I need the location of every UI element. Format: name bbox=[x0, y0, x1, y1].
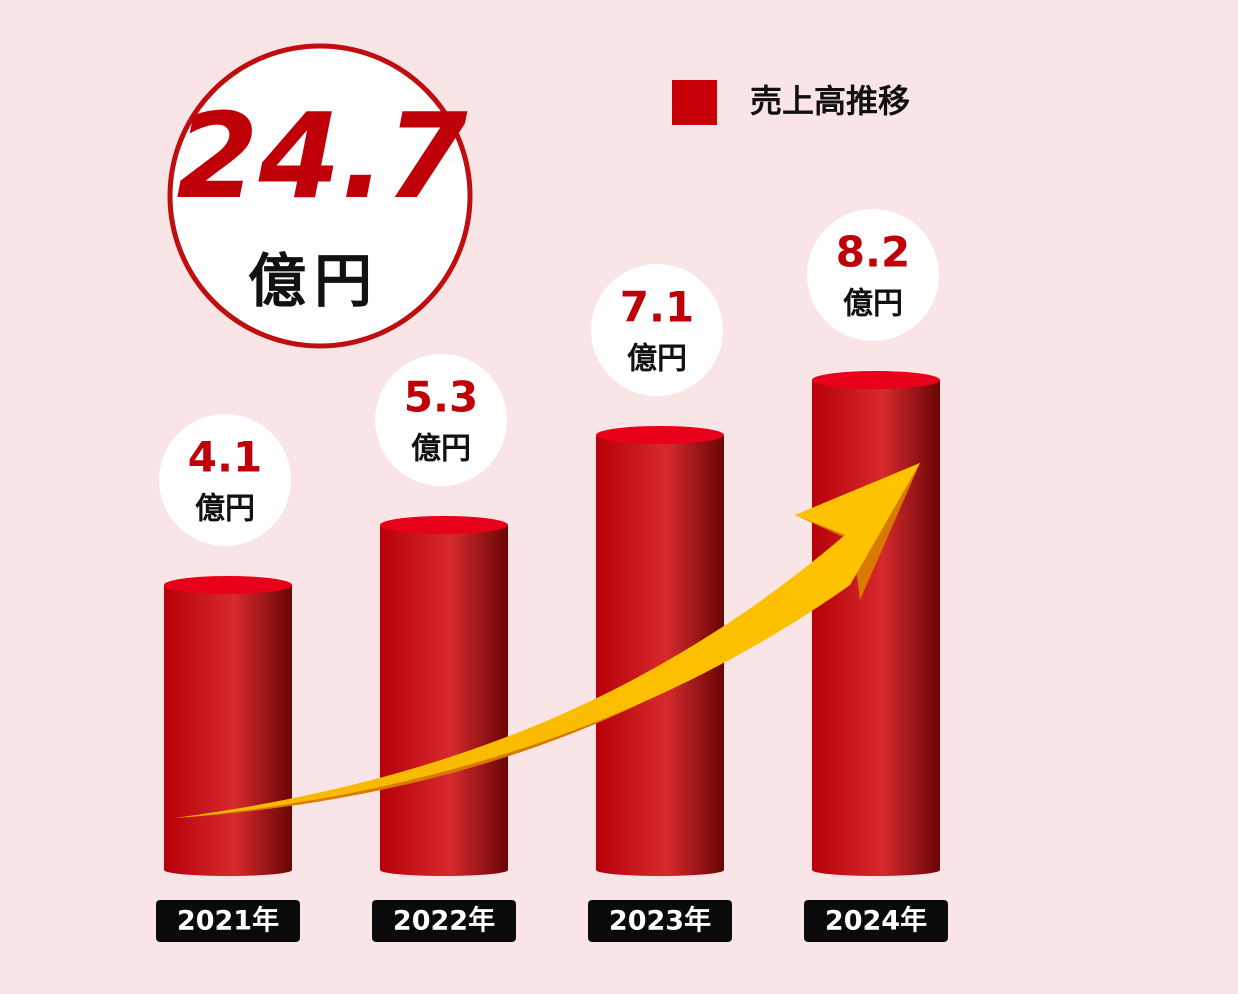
value-unit: 億円 bbox=[195, 492, 255, 527]
bar-top bbox=[380, 516, 508, 534]
x-tick-label: 2024年 bbox=[825, 905, 927, 937]
bar bbox=[380, 525, 508, 876]
x-tick-label: 2022年 bbox=[393, 905, 495, 937]
year-tag bbox=[588, 900, 732, 942]
value-unit: 億円 bbox=[627, 342, 687, 377]
label-bubble bbox=[159, 414, 291, 546]
total-value: 24.7 bbox=[176, 87, 467, 225]
growth-arrow bbox=[175, 463, 920, 818]
bar bbox=[596, 435, 724, 876]
bar bbox=[812, 380, 940, 876]
label-bubble bbox=[375, 354, 507, 486]
label-bubble bbox=[591, 264, 723, 396]
value-unit: 億円 bbox=[411, 432, 471, 467]
year-tag bbox=[156, 900, 300, 942]
bar-top bbox=[812, 371, 940, 389]
value-label: 8.2 bbox=[836, 228, 910, 277]
legend-label: 売上高推移 bbox=[750, 82, 910, 120]
bar bbox=[164, 585, 292, 876]
label-bubble bbox=[807, 209, 939, 341]
year-tag bbox=[372, 900, 516, 942]
total-badge bbox=[167, 43, 473, 349]
year-tag bbox=[804, 900, 948, 942]
bar-top bbox=[164, 576, 292, 594]
x-tick-label: 2023年 bbox=[609, 905, 711, 937]
value-label: 7.1 bbox=[620, 283, 694, 332]
bar-top bbox=[596, 426, 724, 444]
total-unit: 億円 bbox=[248, 247, 380, 315]
value-unit: 億円 bbox=[843, 287, 903, 322]
value-label: 5.3 bbox=[404, 373, 478, 422]
value-label: 4.1 bbox=[188, 433, 262, 482]
x-tick-label: 2021年 bbox=[177, 905, 279, 937]
legend-swatch bbox=[672, 80, 717, 125]
